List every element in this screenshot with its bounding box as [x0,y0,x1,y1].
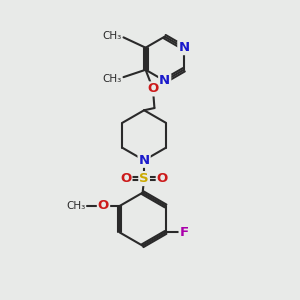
Text: N: N [159,74,170,87]
Text: CH₃: CH₃ [103,74,122,84]
Text: O: O [157,172,168,185]
Text: S: S [139,172,149,185]
Text: N: N [139,154,150,167]
Text: F: F [180,226,189,239]
Text: N: N [178,41,189,54]
Text: CH₃: CH₃ [103,31,122,41]
Text: O: O [120,172,131,185]
Text: O: O [98,200,109,212]
Text: CH₃: CH₃ [67,201,86,211]
Text: O: O [147,82,159,95]
